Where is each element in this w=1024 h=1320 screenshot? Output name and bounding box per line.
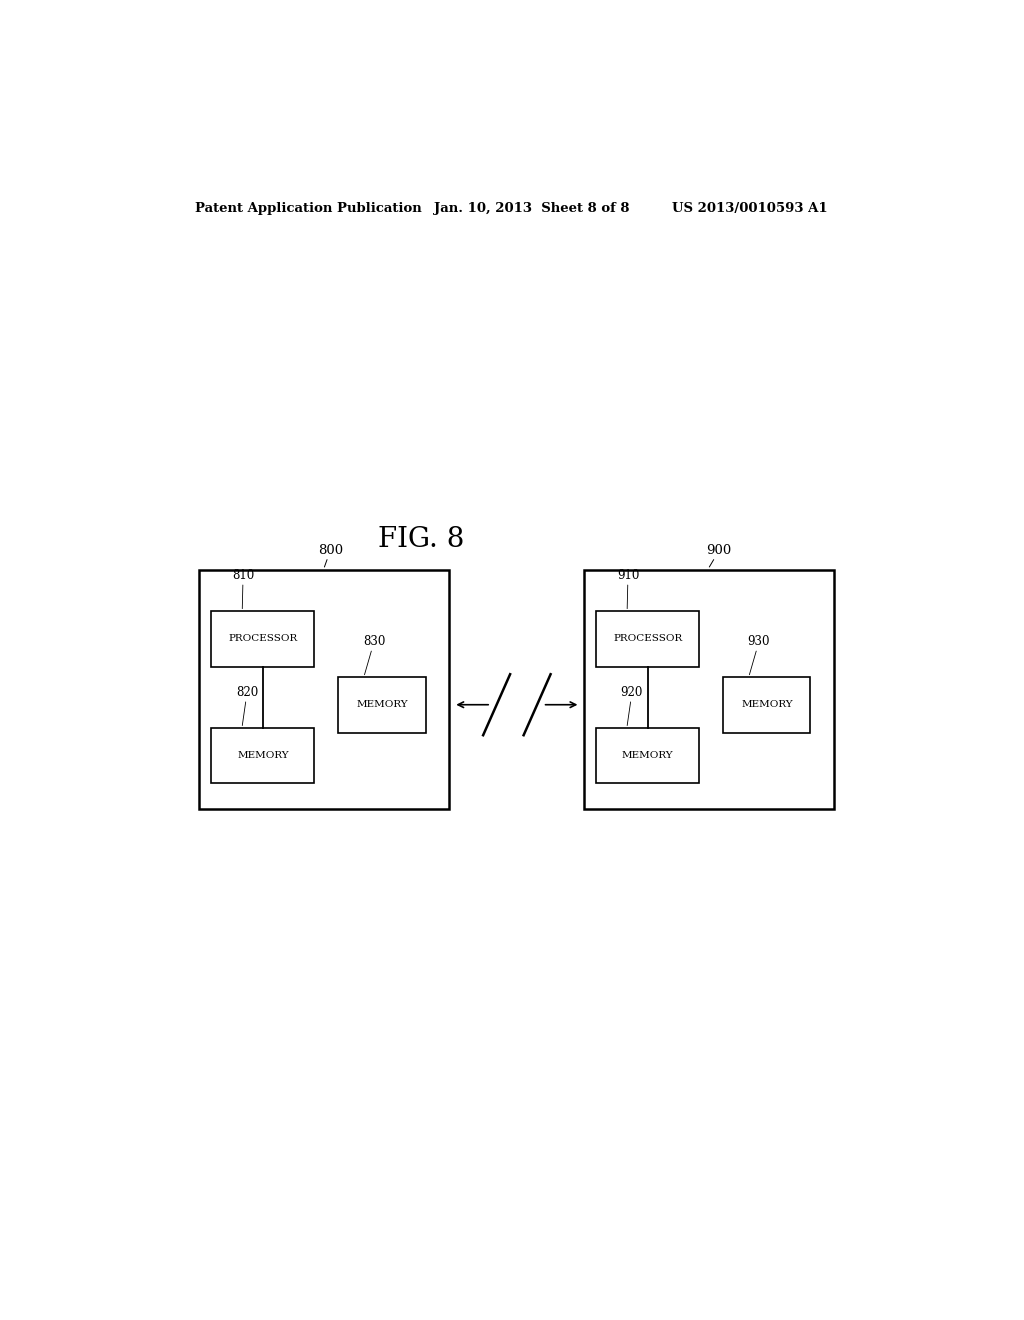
- Text: Jan. 10, 2013  Sheet 8 of 8: Jan. 10, 2013 Sheet 8 of 8: [433, 202, 629, 215]
- Bar: [596, 611, 699, 667]
- Bar: [211, 611, 314, 667]
- Text: 930: 930: [748, 635, 770, 675]
- Bar: [338, 677, 426, 733]
- Text: MEMORY: MEMORY: [741, 700, 793, 709]
- Text: PROCESSOR: PROCESSOR: [613, 634, 682, 643]
- Bar: [585, 570, 835, 809]
- Text: 820: 820: [236, 686, 258, 726]
- Text: 800: 800: [317, 544, 343, 568]
- Text: 920: 920: [621, 686, 643, 726]
- Bar: [200, 570, 450, 809]
- Text: MEMORY: MEMORY: [622, 751, 674, 760]
- Text: PROCESSOR: PROCESSOR: [228, 634, 298, 643]
- Text: FIG. 8: FIG. 8: [379, 527, 465, 553]
- Text: 810: 810: [232, 569, 254, 609]
- Text: US 2013/0010593 A1: US 2013/0010593 A1: [672, 202, 827, 215]
- Bar: [596, 727, 699, 784]
- Text: 830: 830: [362, 635, 385, 675]
- Text: 900: 900: [707, 544, 732, 568]
- Text: MEMORY: MEMORY: [356, 700, 408, 709]
- Text: 910: 910: [616, 569, 639, 609]
- Bar: [211, 727, 314, 784]
- Text: MEMORY: MEMORY: [238, 751, 289, 760]
- Bar: [723, 677, 811, 733]
- Text: Patent Application Publication: Patent Application Publication: [196, 202, 422, 215]
